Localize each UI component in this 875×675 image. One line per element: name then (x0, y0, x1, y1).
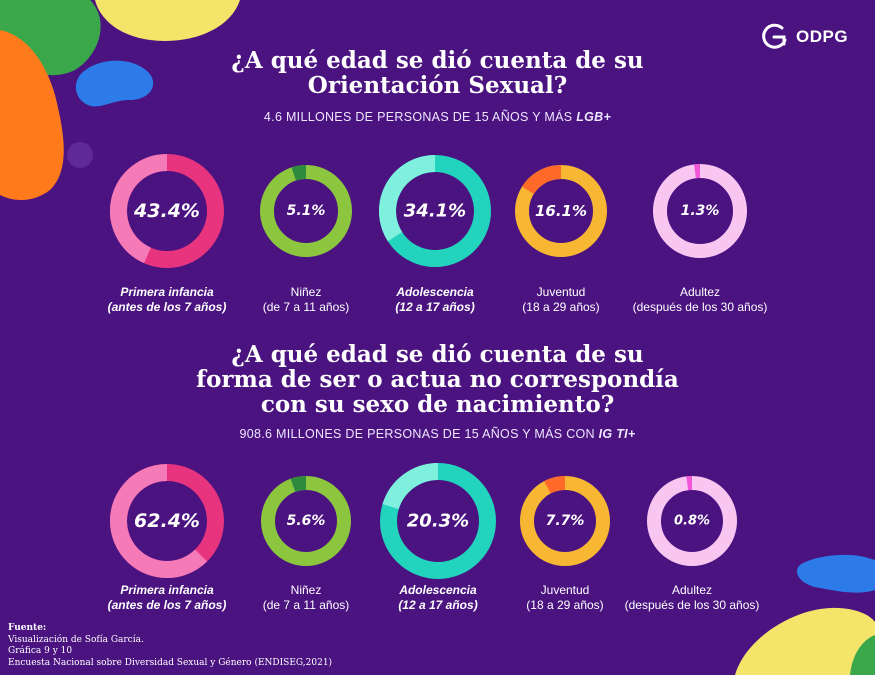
chart-title-2-line-3: con su sexo de nacimiento? (260, 391, 615, 418)
donut-1-2-category-line-1: Niñez (290, 285, 322, 299)
donut-1-5: 1.3% (653, 164, 747, 258)
donut-2-5: 0.8% (647, 476, 737, 566)
donut-1-4-segment (522, 165, 562, 195)
blob-purple-dot (67, 142, 93, 168)
chart-title-1: ¿A qué edad se dió cuenta de su Orientac… (150, 48, 725, 98)
donut-1-4-value: 16.1% (535, 202, 587, 220)
blob-yellow-bottom (735, 607, 875, 675)
donut-1-3-category-line-2: (12 a 17 años) (395, 300, 475, 314)
donut-1-3: 34.1% (379, 155, 491, 267)
donut-1-1-category: Primera infancia (antes de los 7 años) (82, 285, 252, 315)
donut-2-3-segment (382, 463, 439, 510)
donut-1-2-segment (291, 165, 307, 181)
donut-2-4-category-line-2: (18 a 29 años) (526, 598, 604, 612)
odpg-logo-icon (762, 23, 787, 49)
donut-2-5-category-line-1: Adultez (671, 583, 713, 597)
blob-blue-left (75, 60, 154, 107)
donut-1-3-category-line-1: Adolescencia (396, 285, 474, 299)
donut-2-3-category-line-1: Adolescencia (399, 583, 477, 597)
donut-1-3-value: 34.1% (404, 201, 466, 222)
donut-2-1-category: Primera infancia (antes de los 7 años) (82, 583, 252, 613)
donut-2-4-category: Juventud (18 a 29 años) (480, 583, 650, 613)
donut-1-3-category: Adolescencia (12 a 17 años) (350, 285, 520, 315)
donut-2-3-category-line-2: (12 a 17 años) (398, 598, 478, 612)
donut-2-2-segment (290, 476, 307, 492)
donut-2-1-category-line-1: Primera infancia (120, 583, 214, 597)
donut-1-3-segment (379, 155, 436, 242)
donut-1-4-category-line-1: Juventud (536, 285, 586, 299)
donut-1-4-category: Juventud (18 a 29 años) (476, 285, 646, 315)
donut-2-4: 7.7% (520, 476, 610, 566)
donut-2-3-value: 20.3% (407, 511, 469, 532)
source-heading: Fuente: (8, 623, 47, 633)
donut-2-4-segment (544, 476, 566, 494)
donut-1-5-category: Adultez (después de los 30 años) (615, 285, 785, 315)
donut-1-5-category-line-1: Adultez (679, 285, 721, 299)
chart-subtitle-2: 908.6 MILLONES DE PERSONAS DE 15 AÑOS Y … (150, 427, 725, 441)
chart-subtitle-2-text: 908.6 MILLONES DE PERSONAS DE 15 AÑOS Y … (239, 427, 595, 441)
source-line-3: Encuesta Nacional sobre Diversidad Sexua… (8, 657, 333, 668)
donut-2-2-category: Niñez (de 7 a 11 años) (221, 583, 391, 613)
source-line-1: Visualización de Sofía García. (8, 634, 144, 645)
chart-subtitle-1: 4.6 MILLONES DE PERSONAS DE 15 AÑOS Y MÁ… (150, 110, 725, 124)
donut-1-1: 43.4% (110, 154, 224, 268)
donut-2-1-segment (110, 464, 208, 578)
donut-2-4-category-line-1: Juventud (540, 583, 590, 597)
donut-2-4-value: 7.7% (546, 513, 585, 529)
chart-title-2-line-1: ¿A qué edad se dió cuenta de su (231, 341, 644, 368)
donut-1-5-category-line-2: (después de los 30 años) (632, 300, 768, 314)
chart-subtitle-2-bold: IG TI+ (598, 427, 636, 441)
donut-1-2: 5.1% (260, 165, 352, 257)
blob-green-bottom (850, 635, 875, 675)
donut-1-1-category-line-2: (antes de los 7 años) (107, 300, 227, 314)
odpg-logo: ODPG (760, 20, 848, 54)
donut-2-2: 5.6% (261, 476, 351, 566)
donut-1-2-category-line-2: (de 7 a 11 años) (262, 300, 350, 314)
donut-2-3: 20.3% (380, 463, 496, 579)
donut-2-5-value: 0.8% (674, 514, 710, 529)
donut-1-1-segment (110, 154, 168, 264)
chart-title-1-line-2: Orientación Sexual? (307, 72, 568, 99)
donut-1-1-value: 43.4% (133, 200, 200, 222)
donut-2-3-category: Adolescencia (12 a 17 años) (353, 583, 523, 613)
donut-1-4-category-line-2: (18 a 29 años) (522, 300, 600, 314)
donut-1-1-category-line-1: Primera infancia (120, 285, 214, 299)
donut-1-4: 16.1% (515, 165, 607, 257)
donut-2-2-category-line-1: Niñez (290, 583, 322, 597)
donut-2-1-category-line-2: (antes de los 7 años) (107, 598, 227, 612)
blob-yellow-top (95, 0, 240, 41)
donut-2-1: 62.4% (110, 464, 224, 578)
source-note: Fuente: Visualización de Sofía García. G… (8, 623, 332, 669)
donut-2-5-category: Adultez (después de los 30 años) (607, 583, 777, 613)
chart-title-1-line-1: ¿A qué edad se dió cuenta de su (231, 47, 644, 74)
donut-2-2-value: 5.6% (287, 513, 326, 529)
chart-subtitle-1-bold: LGB+ (576, 110, 612, 124)
chart-title-2: ¿A qué edad se dió cuenta de su forma de… (150, 342, 725, 417)
blob-blue-right (796, 554, 875, 593)
chart-title-2-line-2: forma de ser o actua no correspondía (196, 366, 679, 393)
donut-1-5-value: 1.3% (681, 203, 720, 219)
logo-text: ODPG (796, 27, 849, 46)
donut-1-2-value: 5.1% (287, 203, 326, 219)
chart-subtitle-1-text: 4.6 MILLONES DE PERSONAS DE 15 AÑOS Y MÁ… (263, 110, 573, 124)
donut-2-2-category-line-2: (de 7 a 11 años) (262, 598, 350, 612)
donut-2-1-value: 62.4% (134, 510, 200, 532)
blob-orange-left (0, 30, 64, 200)
donut-2-5-category-line-2: (después de los 30 años) (624, 598, 760, 612)
donut-1-2-category: Niñez (de 7 a 11 años) (221, 285, 391, 315)
source-line-2: Gráfica 9 y 10 (8, 646, 73, 656)
